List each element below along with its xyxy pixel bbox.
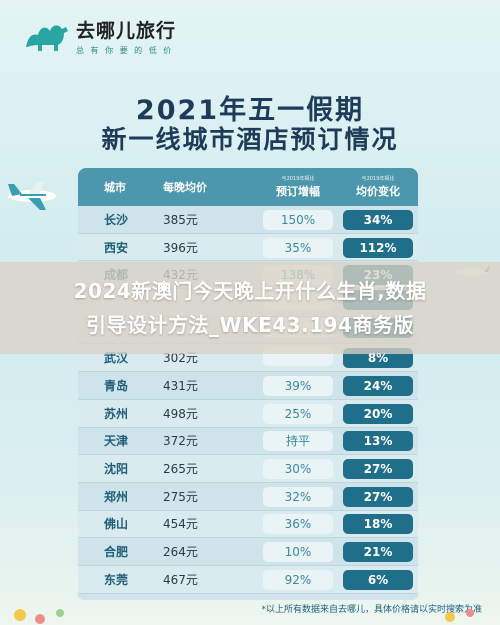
header-growth-label: 预订增幅 bbox=[276, 185, 320, 198]
change-pill: 27% bbox=[343, 459, 413, 480]
table-row: 合肥 264元 10% 21% bbox=[78, 538, 418, 566]
table-header: 城市 每晚均价 与2019年相比 预订增幅 与2019年相比 均价变化 bbox=[78, 168, 418, 206]
cell-price: 396元 bbox=[163, 240, 198, 255]
table-row: 苏州 498元 25% 20% bbox=[78, 399, 418, 428]
change-pill: 27% bbox=[343, 486, 413, 507]
cell-city: 郑州 bbox=[104, 489, 129, 504]
change-pill: 20% bbox=[343, 403, 413, 424]
overlay-banner: 2024新澳门今天晚上开什么生肖,数据 引导设计方法_WKE43.194商务版 bbox=[0, 262, 500, 354]
change-pill: 18% bbox=[343, 514, 413, 535]
cell-price: 385元 bbox=[163, 212, 198, 227]
cell-change: 24% bbox=[338, 375, 418, 396]
cell-city: 佛山 bbox=[104, 517, 129, 532]
growth-pill: 35% bbox=[263, 237, 333, 258]
brand-name: 去哪儿旅行 bbox=[76, 20, 177, 42]
cell-growth: 25% bbox=[258, 403, 338, 424]
table-row: 郑州 275元 32% 27% bbox=[78, 482, 418, 511]
change-pill: 34% bbox=[343, 209, 413, 230]
cell-change: 6% bbox=[338, 569, 418, 590]
table-row: 青岛 431元 39% 24% bbox=[78, 372, 418, 400]
cell-price: 302元 bbox=[163, 351, 198, 366]
cell-change: 18% bbox=[338, 513, 418, 535]
banner-line-1: 2024新澳门今天晚上开什么生肖,数据 bbox=[73, 279, 427, 303]
cell-city: 东莞 bbox=[104, 572, 129, 587]
cell-growth: 92% bbox=[258, 569, 338, 590]
cell-growth: 持平 bbox=[258, 430, 338, 452]
growth-pill: 36% bbox=[263, 514, 333, 535]
cell-city: 沈阳 bbox=[104, 462, 129, 477]
camel-logo-icon bbox=[26, 25, 68, 51]
header-change: 与2019年相比 均价变化 bbox=[338, 175, 418, 199]
cell-city: 苏州 bbox=[104, 406, 129, 421]
cell-growth: 150% bbox=[258, 209, 338, 230]
growth-pill: 30% bbox=[263, 459, 333, 480]
change-pill: 21% bbox=[343, 542, 413, 563]
cell-price: 467元 bbox=[163, 572, 198, 587]
cell-growth: 35% bbox=[258, 237, 338, 258]
cell-price: 454元 bbox=[163, 517, 198, 532]
cell-growth: 39% bbox=[258, 375, 338, 396]
cell-price: 498元 bbox=[163, 406, 198, 421]
change-pill: 6% bbox=[343, 569, 413, 590]
cell-price: 275元 bbox=[163, 489, 198, 504]
growth-pill: 39% bbox=[263, 375, 333, 396]
growth-pill: 10% bbox=[263, 542, 333, 563]
header-city: 城市 bbox=[104, 181, 126, 194]
poster-title-line-1: 2021年五一假期 bbox=[135, 95, 365, 126]
table-body: 长沙385元150%34%西安396元35%112%成都432元138%23%武… bbox=[78, 206, 418, 594]
header-growth: 与2019年相比 预订增幅 bbox=[258, 175, 338, 199]
brand-text: 去哪儿旅行 总 有 你 要 的 低 价 bbox=[76, 16, 176, 56]
growth-pill: 25% bbox=[263, 403, 333, 424]
table-row: 东莞 467元 92% 6% bbox=[78, 565, 418, 594]
footnote: *以上所有数据来自去哪儿，具体价格请以实时搜索为准 bbox=[261, 605, 482, 615]
cell-city: 长沙 bbox=[104, 212, 129, 227]
change-pill: 13% bbox=[343, 431, 413, 452]
brand-header: 去哪儿旅行 总 有 你 要 的 低 价 bbox=[22, 16, 176, 56]
cell-price: 264元 bbox=[163, 545, 198, 560]
cell-change: 20% bbox=[338, 403, 418, 424]
cell-city: 武汉 bbox=[104, 351, 129, 366]
change-pill: 24% bbox=[343, 375, 413, 396]
cell-change: 27% bbox=[338, 486, 418, 507]
cell-price: 372元 bbox=[163, 434, 198, 449]
growth-pill: 150% bbox=[263, 209, 333, 230]
header-growth-note: 与2019年相比 bbox=[281, 176, 315, 182]
cell-change: 21% bbox=[338, 541, 418, 563]
banner-line-2: 引导设计方法_WKE43.194商务版 bbox=[86, 313, 414, 337]
cell-change: 27% bbox=[338, 458, 418, 480]
cell-change: 34% bbox=[338, 209, 418, 230]
cell-city: 合肥 bbox=[104, 545, 129, 560]
booking-table: 城市 每晚均价 与2019年相比 预订增幅 与2019年相比 均价变化 长沙 38… bbox=[78, 168, 418, 600]
cell-price: 431元 bbox=[163, 378, 198, 393]
change-pill: 112% bbox=[343, 237, 413, 258]
growth-pill: 32% bbox=[263, 486, 333, 507]
cell-growth: 10% bbox=[258, 541, 338, 563]
poster-title-line-2: 新一线城市酒店预订情况 bbox=[101, 125, 399, 154]
flower-decoration-icon bbox=[14, 609, 474, 624]
growth-pill: 持平 bbox=[263, 431, 333, 452]
brand-slogan: 总 有 你 要 的 低 价 bbox=[76, 46, 174, 55]
cell-city: 青岛 bbox=[104, 378, 129, 393]
cell-growth: 30% bbox=[258, 458, 338, 480]
cell-city: 西安 bbox=[104, 240, 129, 255]
cell-growth: 36% bbox=[258, 513, 338, 535]
cell-city: 天津 bbox=[104, 434, 129, 449]
header-price: 每晚均价 bbox=[163, 181, 207, 194]
header-change-label: 均价变化 bbox=[356, 185, 400, 198]
cell-growth: 32% bbox=[258, 486, 338, 507]
cell-change: 112% bbox=[338, 237, 418, 258]
table-row: 沈阳 265元 30% 27% bbox=[78, 455, 418, 483]
table-row: 天津 372元 持平 13% bbox=[78, 427, 418, 456]
cell-price: 265元 bbox=[163, 462, 198, 477]
table-row: 长沙 385元 150% 34% bbox=[78, 206, 418, 234]
table-row: 佛山 454元 36% 18% bbox=[78, 510, 418, 539]
cell-change: 13% bbox=[338, 430, 418, 452]
airplane-icon bbox=[8, 182, 56, 210]
table-bottom bbox=[78, 593, 418, 600]
header-change-note: 与2019年相比 bbox=[361, 176, 395, 182]
growth-pill: 92% bbox=[263, 569, 333, 590]
table-row: 西安 396元 35% 112% bbox=[78, 233, 418, 262]
